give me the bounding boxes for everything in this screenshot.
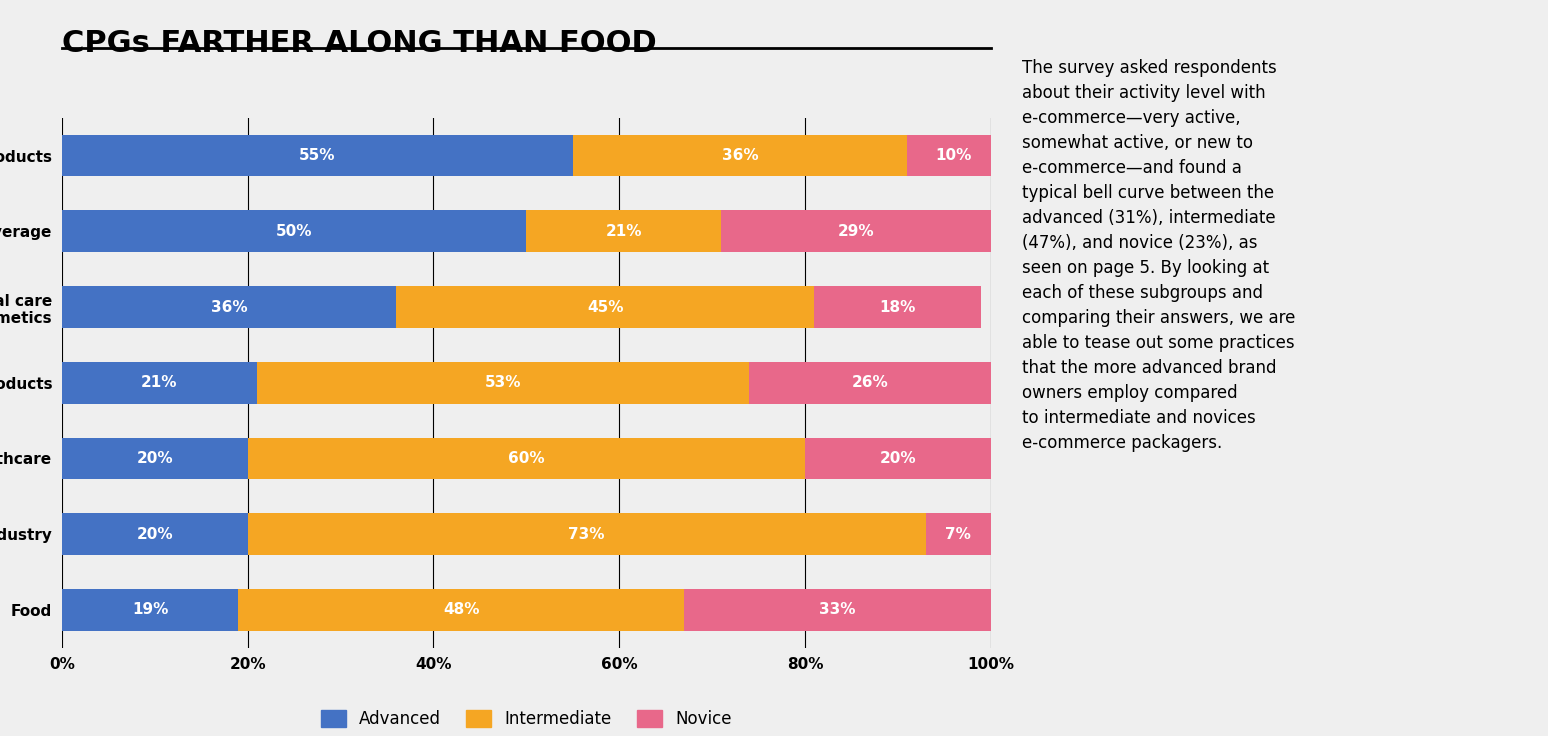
- Text: 53%: 53%: [485, 375, 522, 390]
- Bar: [926, 513, 991, 555]
- Text: 26%: 26%: [851, 375, 889, 390]
- Text: 18%: 18%: [879, 300, 916, 314]
- Bar: [238, 589, 684, 631]
- Bar: [684, 589, 991, 631]
- Text: 36%: 36%: [721, 148, 759, 163]
- Bar: [396, 286, 814, 328]
- Text: 45%: 45%: [587, 300, 624, 314]
- Text: The survey asked respondents
about their activity level with
e-commerce—very act: The survey asked respondents about their…: [1022, 59, 1296, 452]
- Text: 21%: 21%: [141, 375, 178, 390]
- Text: 33%: 33%: [819, 602, 856, 618]
- Text: 60%: 60%: [508, 451, 545, 466]
- Bar: [257, 362, 749, 403]
- Text: CPGs FARTHER ALONG THAN FOOD: CPGs FARTHER ALONG THAN FOOD: [62, 29, 656, 58]
- Bar: [62, 135, 573, 177]
- Legend: Advanced, Intermediate, Novice: Advanced, Intermediate, Novice: [314, 703, 738, 735]
- Text: 73%: 73%: [568, 527, 605, 542]
- Text: 29%: 29%: [837, 224, 875, 238]
- Bar: [721, 210, 991, 252]
- Bar: [248, 513, 926, 555]
- Bar: [62, 589, 238, 631]
- Bar: [248, 438, 805, 479]
- Bar: [805, 438, 991, 479]
- Text: 19%: 19%: [132, 602, 169, 618]
- Text: 21%: 21%: [605, 224, 642, 238]
- Text: 20%: 20%: [879, 451, 916, 466]
- Bar: [526, 210, 721, 252]
- Text: 48%: 48%: [443, 602, 480, 618]
- Text: 7%: 7%: [946, 527, 971, 542]
- Bar: [907, 135, 1000, 177]
- Text: 10%: 10%: [935, 148, 972, 163]
- Bar: [62, 362, 257, 403]
- Text: 50%: 50%: [276, 224, 313, 238]
- Text: 20%: 20%: [136, 451, 173, 466]
- Text: 20%: 20%: [136, 527, 173, 542]
- Bar: [749, 362, 991, 403]
- Bar: [62, 210, 526, 252]
- Text: 55%: 55%: [299, 148, 336, 163]
- Bar: [62, 286, 396, 328]
- Bar: [814, 286, 981, 328]
- Bar: [62, 513, 248, 555]
- Bar: [62, 438, 248, 479]
- Bar: [573, 135, 907, 177]
- Text: 36%: 36%: [211, 300, 248, 314]
